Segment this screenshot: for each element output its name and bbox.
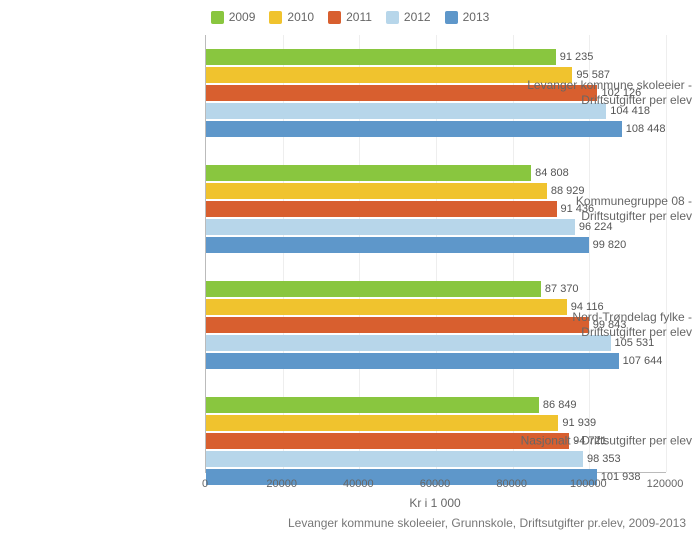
legend-label-2012: 2012	[404, 10, 431, 24]
bar-kommunegruppe08-2013	[206, 237, 589, 253]
bar-value-label: 98 353	[587, 453, 621, 465]
x-tick-label: 40000	[343, 478, 374, 490]
bar-nasjonalt-2013	[206, 469, 597, 485]
bar-value-label: 101 938	[601, 471, 641, 483]
bar-value-label: 91 939	[562, 417, 596, 429]
bar-value-label: 107 644	[623, 355, 663, 367]
chart-container: 20092010201120122013 91 23595 587102 126…	[0, 0, 700, 537]
legend-item-2013: 2013	[445, 10, 490, 24]
x-tick-label: 80000	[496, 478, 527, 490]
bar-value-label: 108 448	[626, 123, 666, 135]
bar-nasjonalt-2010	[206, 415, 558, 431]
legend-item-2010: 2010	[269, 10, 314, 24]
legend-label-2009: 2009	[229, 10, 256, 24]
legend-swatch-2011	[328, 11, 341, 24]
x-tick-label: 100000	[570, 478, 607, 490]
bar-kommunegruppe08-2009	[206, 165, 531, 181]
legend-item-2009: 2009	[211, 10, 256, 24]
chart-caption: Levanger kommune skoleeier, Grunnskole, …	[288, 516, 686, 530]
legend-label-2011: 2011	[346, 10, 372, 24]
x-tick-label: 0	[202, 478, 208, 490]
bar-value-label: 91 235	[560, 51, 594, 63]
bar-value-label: 99 820	[593, 239, 627, 251]
x-tick-label: 20000	[266, 478, 297, 490]
bar-value-label: 86 849	[543, 399, 577, 411]
category-label-levanger: Levanger kommune skoleeier -Driftsutgift…	[499, 78, 692, 108]
legend-item-2011: 2011	[328, 10, 372, 24]
bar-value-label: 87 370	[545, 283, 579, 295]
x-axis-title: Kr i 1 000	[409, 496, 460, 510]
bar-kommunegruppe08-2010	[206, 183, 547, 199]
x-tick-label: 120000	[647, 478, 684, 490]
bar-nasjonalt-2009	[206, 397, 539, 413]
category-label-nasjonalt: Nasjonalt - Driftsutgifter per elev	[499, 434, 692, 449]
legend-label-2013: 2013	[463, 10, 490, 24]
x-tick-label: 60000	[420, 478, 451, 490]
legend-swatch-2013	[445, 11, 458, 24]
category-label-line: Driftsutgifter per elev	[499, 93, 692, 108]
legend-swatch-2010	[269, 11, 282, 24]
category-label-line: Kommunegruppe 08 -	[499, 194, 692, 209]
legend-item-2012: 2012	[386, 10, 431, 24]
bar-levanger-2009	[206, 49, 556, 65]
category-label-line: Driftsutgifter per elev	[499, 325, 692, 340]
legend-swatch-2009	[211, 11, 224, 24]
bar-nordtrondelag-2009	[206, 281, 541, 297]
category-label-line: Driftsutgifter per elev	[499, 209, 692, 224]
bar-nasjonalt-2012	[206, 451, 583, 467]
bar-nordtrondelag-2013	[206, 353, 619, 369]
category-label-kommunegruppe08: Kommunegruppe 08 -Driftsutgifter per ele…	[499, 194, 692, 224]
category-label-nordtrondelag: Nord-Trøndelag fylke -Driftsutgifter per…	[499, 310, 692, 340]
bar-value-label: 84 808	[535, 167, 569, 179]
category-label-line: Nord-Trøndelag fylke -	[499, 310, 692, 325]
category-label-line: Nasjonalt - Driftsutgifter per elev	[499, 434, 692, 449]
category-label-line: Levanger kommune skoleeier -	[499, 78, 692, 93]
legend-label-2010: 2010	[287, 10, 314, 24]
legend-swatch-2012	[386, 11, 399, 24]
bar-levanger-2013	[206, 121, 622, 137]
legend: 2009 2010 2011 2012 2013	[0, 10, 700, 24]
